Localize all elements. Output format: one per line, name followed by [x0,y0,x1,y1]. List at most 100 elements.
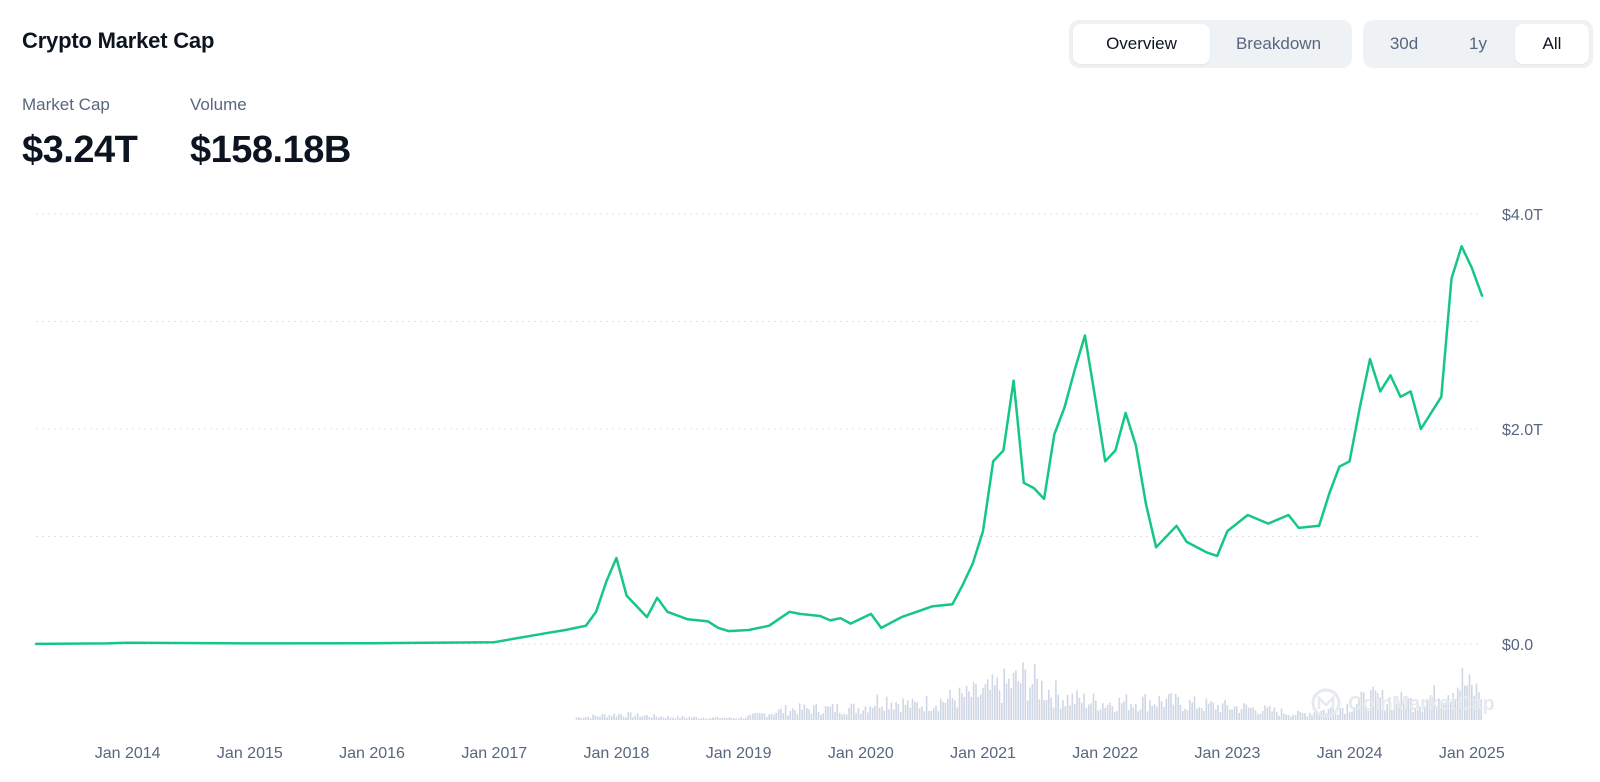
volume-bar [1055,680,1057,720]
volume-bar [1217,704,1219,720]
volume-bar [909,707,911,720]
overview-tab[interactable]: Overview [1073,24,1210,64]
volume-bar [655,716,658,720]
volume-bar [589,718,592,720]
volume-bar [1294,714,1297,720]
volume-bar [1024,669,1027,720]
volume-bar [888,709,890,720]
volume-bar [1050,697,1052,720]
volume-bar [878,707,881,720]
volume-bar [1419,706,1421,720]
volume-bar [1245,704,1247,720]
breakdown-tab[interactable]: Breakdown [1235,34,1322,53]
volume-bar [585,717,587,720]
volume-bar [1186,710,1189,720]
volume-bar [801,709,803,720]
volume-bar [622,716,625,720]
volume-bar [1400,691,1403,720]
volume-bar [1003,668,1005,720]
volume-bar [709,717,712,720]
x-tick-label: Jan 2017 [461,745,527,762]
volume-bar [1219,712,1222,720]
volume-bar [740,717,742,720]
volume-bar [1266,707,1269,720]
volume-bar [1273,707,1276,720]
volume-bar [1127,710,1130,720]
volume-bar [1268,706,1271,720]
volume-bar [596,716,599,720]
range-1y-button[interactable]: 1y [1469,34,1487,53]
volume-bar [881,706,883,720]
volume-bar [681,716,684,720]
volume-bar [1177,696,1179,720]
volume-bar [1301,713,1304,720]
volume-bar [1442,703,1445,720]
range-30d-button[interactable]: 30d [1389,34,1419,53]
volume-bar [1043,700,1045,720]
volume-bar [1057,694,1059,720]
volume-bar [1480,699,1482,720]
volume-bar [1189,699,1191,720]
volume-bar [1478,692,1480,720]
volume-bar [1456,687,1459,720]
volume-bar [667,716,669,720]
volume-bar [1010,688,1012,720]
volume-bar [803,704,806,720]
volume-bar [1261,711,1264,720]
volume-bar [726,718,728,720]
volume-bar [660,716,662,720]
volume-bar [770,713,773,720]
volume-bar [1174,693,1177,720]
volume-bar [789,711,792,720]
volume-bar [1306,716,1309,720]
volume-bar [592,714,594,720]
volume-bar [714,717,716,720]
volume-bar [986,679,989,720]
volume-bar [756,713,759,720]
volume-bar [780,708,782,720]
volume-bar [1393,697,1396,720]
volume-bar [688,717,691,720]
range-all-button[interactable]: All [1515,24,1589,64]
volume-bar [1337,714,1339,720]
volume-bar [1355,704,1358,720]
volume-bar [1015,670,1017,720]
volume-bar [1259,713,1262,720]
volume-bar [636,713,639,720]
volume-bar [1247,707,1250,720]
volume-bar [958,687,961,720]
volume-bar [1167,694,1170,720]
volume-bar [998,690,1001,720]
volume-bar [864,706,867,720]
volume-bar [822,713,824,720]
volume-bar [1292,714,1294,720]
x-tick-label: Jan 2025 [1439,745,1505,762]
volume-bar [979,694,982,720]
volume-bar [768,714,770,720]
volume-bar [1445,702,1447,720]
volume-bar [885,696,888,720]
volume-bar [1461,667,1464,720]
volume-bar [883,710,886,720]
volume-bar [1078,697,1081,720]
volume-bars [575,662,1482,720]
volume-bar [1182,711,1184,720]
volume-bar [1151,705,1153,720]
volume-bar [796,714,799,720]
volume-bar [1454,700,1457,720]
volume-bar [700,718,702,720]
volume-bar [773,714,775,720]
volume-bar [827,706,829,720]
volume-bar [1080,702,1083,720]
volume-bar [578,717,580,720]
volume-bar [650,717,653,720]
volume-bar [1318,713,1320,720]
volume-bar [1377,693,1379,720]
volume-bar [949,689,951,720]
volume-bar [897,704,900,720]
volume-bar [843,713,846,720]
y-tick-label: $2.0T [1502,422,1543,439]
volume-bar [1233,706,1236,720]
volume-bar [625,717,627,720]
